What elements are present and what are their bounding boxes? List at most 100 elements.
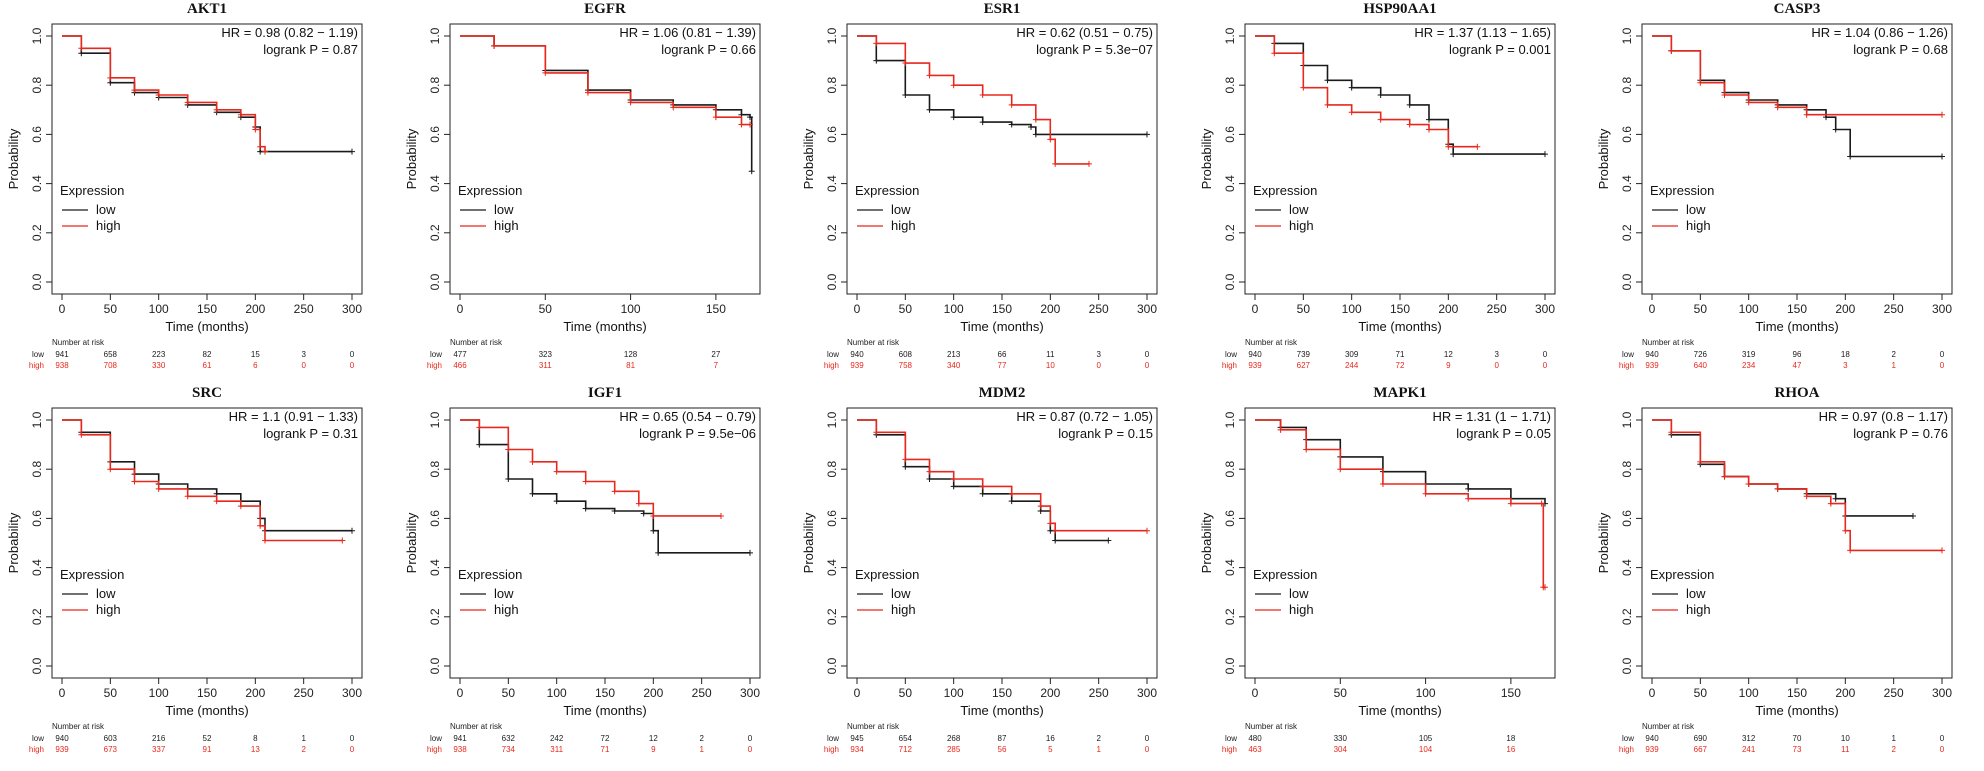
x-axis: 0 50 100 150 <box>457 294 726 316</box>
y-tick-label: 0.4 <box>1620 175 1634 192</box>
censor-mark <box>257 143 264 150</box>
risk-value-high: 241 <box>1742 745 1756 754</box>
y-tick-label: 0.2 <box>825 608 839 625</box>
risk-value-low: 3 <box>1096 350 1101 359</box>
risk-title: Number at risk <box>847 722 900 731</box>
risk-value-high: 758 <box>899 361 913 370</box>
x-tick-label: 0 <box>457 302 464 316</box>
plot-frame <box>846 23 1158 295</box>
risk-value-low: 10 <box>1841 734 1850 743</box>
x-tick-label: 300 <box>1535 302 1555 316</box>
x-tick-label: 50 <box>539 302 553 316</box>
y-tick-label: 0.0 <box>1223 273 1237 290</box>
x-tick-label: 50 <box>1297 302 1311 316</box>
risk-value-low: 52 <box>203 734 212 743</box>
x-axis: 0 50 100 150 200 250 300 <box>59 678 362 700</box>
risk-value-high: 708 <box>104 361 118 370</box>
y-axis-label: Probability <box>404 128 419 189</box>
risk-row-label-low: low <box>32 350 44 359</box>
x-tick-label: 100 <box>1342 302 1362 316</box>
y-tick-label: 1.0 <box>30 27 44 44</box>
risk-value-high: 244 <box>1345 361 1359 370</box>
plot-frame <box>1244 23 1556 295</box>
risk-row-label-low: low <box>827 350 839 359</box>
risk-value-low: 0 <box>1145 734 1150 743</box>
x-tick-label: 300 <box>1137 302 1157 316</box>
risk-row-label-low: low <box>32 734 44 743</box>
km-curve-high <box>1255 419 1545 589</box>
risk-value-high: 311 <box>550 745 563 754</box>
risk-value-low: 0 <box>1940 350 1945 359</box>
risk-value-low: 2 <box>1891 350 1896 359</box>
risk-value-high: 0 <box>1543 361 1548 370</box>
km-panel-hsp90aa1: HSP90AA1 0.0 0.2 0.4 0.6 0.8 1.0 Probability 0 50… <box>1199 1 1556 370</box>
risk-table: Number at risk low high 940 939 608 758 213 340 6… <box>824 338 1150 370</box>
censor-mark <box>655 549 662 556</box>
censor-mark <box>1377 116 1384 123</box>
risk-value-high: 939 <box>850 361 864 370</box>
x-tick-label: 100 <box>944 686 964 700</box>
x-tick-label: 0 <box>854 302 861 316</box>
y-axis-label: Probability <box>6 128 21 189</box>
censor-mark <box>1847 547 1854 554</box>
x-tick-label: 300 <box>740 686 760 700</box>
y-tick-label: 0.8 <box>825 77 839 94</box>
y-tick-label: 0.8 <box>1223 461 1237 478</box>
censor-mark <box>476 441 483 448</box>
censor-mark <box>950 483 957 490</box>
censor-mark <box>155 92 162 99</box>
y-tick-label: 0.2 <box>1223 224 1237 241</box>
censor-mark <box>650 527 657 534</box>
plot-frame <box>51 23 363 295</box>
censor-mark <box>107 74 114 81</box>
y-tick-label: 0.6 <box>825 126 839 143</box>
legend-title: Expression <box>458 567 522 582</box>
censor-mark <box>1538 500 1545 507</box>
risk-value-low: 1 <box>1891 734 1896 743</box>
risk-value-high: 304 <box>1334 745 1348 754</box>
hazard-ratio: HR = 0.62 (0.51 − 0.75) <box>1016 25 1153 40</box>
censor-mark <box>1721 92 1728 99</box>
censor-mark <box>542 69 549 76</box>
risk-value-low: 940 <box>55 734 69 743</box>
risk-row-label-low: low <box>430 350 442 359</box>
risk-value-low: 11 <box>1046 350 1055 359</box>
risk-value-high: 1 <box>1891 361 1896 370</box>
x-tick-label: 0 <box>457 686 464 700</box>
x-tick-label: 100 <box>621 302 641 316</box>
y-tick-label: 0.8 <box>30 461 44 478</box>
censor-mark <box>1507 500 1514 507</box>
risk-value-high: 1 <box>1096 745 1101 754</box>
x-tick-label: 200 <box>643 686 663 700</box>
censor-mark <box>184 493 191 500</box>
risk-title: Number at risk <box>450 338 503 347</box>
x-tick-label: 150 <box>197 302 217 316</box>
risk-row-label-high: high <box>1619 745 1634 754</box>
risk-value-low: 940 <box>1248 350 1262 359</box>
legend-label-low: low <box>96 586 116 601</box>
logrank-p: logrank P = 0.68 <box>1853 42 1948 57</box>
censor-mark <box>902 456 909 463</box>
censor-mark <box>78 45 85 52</box>
risk-value-high: 0 <box>1145 745 1150 754</box>
censor-marks-low <box>476 441 753 556</box>
y-tick-label: 0.0 <box>825 657 839 674</box>
censor-mark <box>1406 121 1413 128</box>
risk-table: Number at risklowhigh9409397396273092447… <box>1222 338 1548 370</box>
x-tick-label: 250 <box>294 302 314 316</box>
censor-mark <box>1422 490 1429 497</box>
hazard-ratio: HR = 0.65 (0.54 − 0.79) <box>619 409 756 424</box>
censor-mark <box>1303 446 1310 453</box>
y-axis: 0.0 0.2 0.4 0.6 0.8 1.0 <box>1620 27 1642 290</box>
risk-value-low: 690 <box>1694 734 1708 743</box>
hazard-ratio: HR = 0.87 (0.72 − 1.05) <box>1016 409 1153 424</box>
censor-mark <box>131 478 138 485</box>
x-tick-label: 150 <box>1390 302 1410 316</box>
x-tick-label: 200 <box>1040 302 1060 316</box>
risk-row-label-low: low <box>1225 734 1237 743</box>
risk-value-low: 1 <box>301 734 306 743</box>
risk-value-low: 654 <box>899 734 913 743</box>
x-axis: 0 50 100 150 200 250 300 <box>854 294 1157 316</box>
